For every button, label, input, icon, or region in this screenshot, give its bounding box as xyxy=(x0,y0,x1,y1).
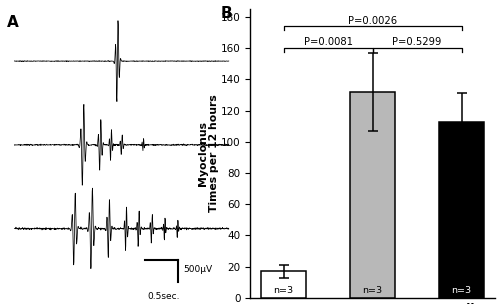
Text: B: B xyxy=(221,6,232,21)
Text: n=3: n=3 xyxy=(274,286,293,295)
Bar xyxy=(440,122,484,298)
Text: P=0.0026: P=0.0026 xyxy=(348,16,397,26)
Text: 0.5sec.: 0.5sec. xyxy=(147,292,180,301)
Text: 500μV: 500μV xyxy=(184,264,212,274)
Text: P=0.0081: P=0.0081 xyxy=(304,37,352,47)
Y-axis label: Myoclonus
Times per 12 hours: Myoclonus Times per 12 hours xyxy=(198,95,220,212)
Text: n=3: n=3 xyxy=(452,286,471,295)
Text: n=3: n=3 xyxy=(362,286,382,295)
Bar xyxy=(262,271,306,298)
Text: A: A xyxy=(8,15,19,30)
Text: P=0.5299: P=0.5299 xyxy=(392,37,442,47)
Bar xyxy=(350,92,395,298)
